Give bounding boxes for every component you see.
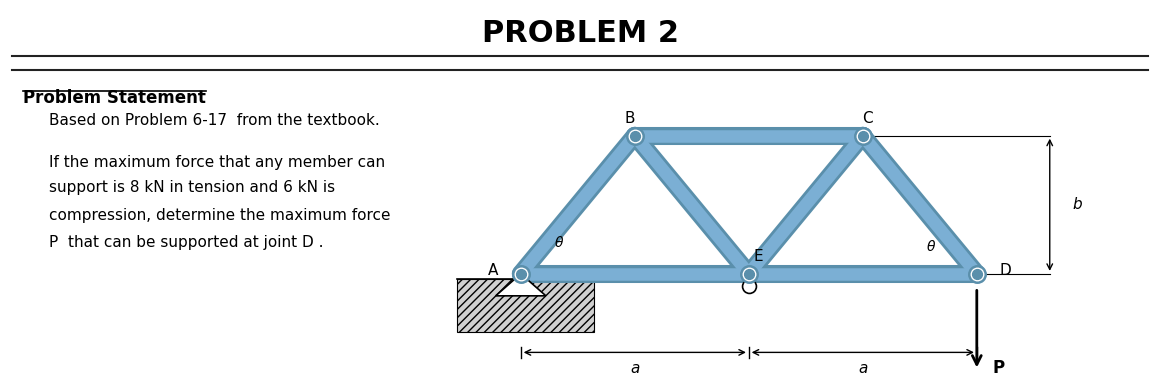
Text: If the maximum force that any member can: If the maximum force that any member can <box>49 155 385 170</box>
Point <box>625 133 644 139</box>
Point <box>740 283 759 289</box>
Text: a: a <box>630 361 639 376</box>
Text: PROBLEM 2: PROBLEM 2 <box>481 19 679 48</box>
Text: b: b <box>1073 197 1082 212</box>
Point <box>740 271 759 277</box>
Text: P  that can be supported at joint D .: P that can be supported at joint D . <box>49 235 324 250</box>
Point <box>967 271 986 277</box>
Text: support is 8 kN in tension and 6 kN is: support is 8 kN in tension and 6 kN is <box>49 180 335 196</box>
Text: E: E <box>753 249 763 264</box>
FancyBboxPatch shape <box>457 279 594 332</box>
Text: C: C <box>862 111 872 126</box>
Point <box>854 133 872 139</box>
Text: $\theta$: $\theta$ <box>926 239 936 255</box>
Text: B: B <box>625 111 636 126</box>
Text: Based on Problem 6-17  from the textbook.: Based on Problem 6-17 from the textbook. <box>49 113 379 128</box>
Point <box>854 133 872 139</box>
Text: $\theta$: $\theta$ <box>554 235 565 250</box>
Text: P: P <box>993 359 1005 377</box>
Point <box>740 271 759 277</box>
Point <box>967 271 986 277</box>
Text: Problem Statement: Problem Statement <box>23 89 206 107</box>
Text: compression, determine the maximum force: compression, determine the maximum force <box>49 208 390 223</box>
Point <box>512 271 530 277</box>
Point <box>625 133 644 139</box>
Text: a: a <box>858 361 868 376</box>
Text: A: A <box>487 263 498 279</box>
Polygon shape <box>495 274 546 296</box>
Point <box>512 271 530 277</box>
Text: D: D <box>1000 263 1012 279</box>
